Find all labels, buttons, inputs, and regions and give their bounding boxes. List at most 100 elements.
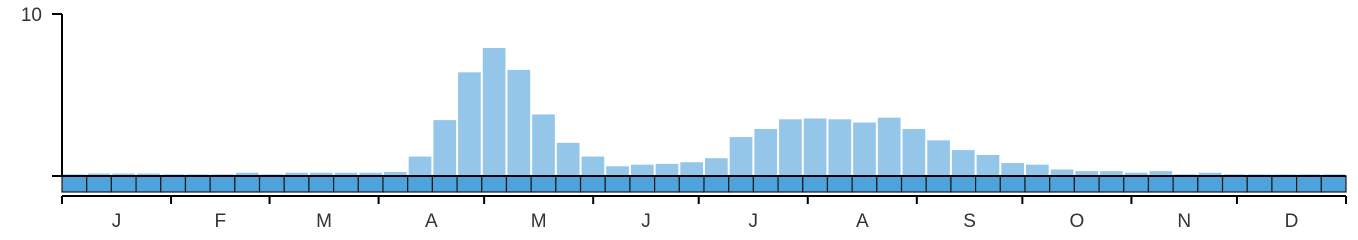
week-cell xyxy=(505,175,532,193)
bar xyxy=(680,162,703,176)
month-label: A xyxy=(856,211,869,232)
month-label: F xyxy=(214,211,226,232)
bar xyxy=(1050,169,1074,176)
week-cell xyxy=(802,175,829,193)
bar xyxy=(902,129,926,176)
week-cell xyxy=(283,175,310,193)
week-cell xyxy=(752,175,779,193)
week-cell xyxy=(728,175,754,193)
week-cell xyxy=(431,175,458,193)
month-label: N xyxy=(1177,211,1191,232)
bar xyxy=(556,142,580,176)
week-cell xyxy=(1024,175,1051,193)
bar xyxy=(779,119,802,176)
week-cell xyxy=(234,175,261,193)
week-cell xyxy=(456,175,483,193)
week-cell xyxy=(1197,175,1224,193)
bar xyxy=(87,173,111,176)
bar xyxy=(458,72,481,176)
bar xyxy=(285,172,308,176)
month-label: S xyxy=(963,211,976,232)
bar xyxy=(877,117,901,176)
bar xyxy=(803,118,827,176)
bar xyxy=(1075,171,1099,176)
bar xyxy=(853,122,876,176)
bar xyxy=(384,171,407,176)
week-cell xyxy=(1147,175,1174,193)
week-cell xyxy=(900,175,927,193)
month-label: J xyxy=(112,211,122,232)
month-label: M xyxy=(531,211,547,232)
week-cell xyxy=(110,175,137,193)
month-label: M xyxy=(316,211,332,232)
bar xyxy=(828,119,852,176)
bar xyxy=(754,129,778,176)
bar xyxy=(606,166,629,176)
y-tick-label: 10 xyxy=(21,5,42,26)
bar xyxy=(927,140,950,176)
week-cell xyxy=(407,175,433,193)
bar xyxy=(1124,172,1148,176)
bar xyxy=(112,173,136,176)
week-cell xyxy=(1221,175,1248,193)
bar xyxy=(951,150,975,176)
bar xyxy=(655,163,679,176)
week-cell xyxy=(950,175,977,193)
bar xyxy=(1198,172,1222,176)
bar xyxy=(1001,163,1024,176)
week-cell xyxy=(530,175,557,193)
week-cell xyxy=(654,175,680,193)
month-label: O xyxy=(1069,211,1084,232)
week-cell xyxy=(1073,175,1100,193)
month-label: A xyxy=(425,211,438,232)
week-cell xyxy=(579,175,606,193)
bar xyxy=(235,172,259,176)
week-cell xyxy=(826,175,853,193)
week-cell xyxy=(678,175,705,193)
week-cell xyxy=(629,175,656,193)
bar xyxy=(433,120,457,176)
bar xyxy=(334,172,358,176)
week-cell xyxy=(555,175,582,193)
month-label: J xyxy=(748,211,758,232)
week-cell xyxy=(1271,175,1298,193)
bar xyxy=(705,158,728,176)
week-cell xyxy=(258,175,285,193)
week-cell xyxy=(160,175,187,193)
week-cell xyxy=(308,175,335,193)
week-cell xyxy=(1098,175,1125,193)
week-cell xyxy=(1123,175,1150,193)
week-cell xyxy=(1049,175,1075,193)
bar xyxy=(309,172,333,176)
week-cell xyxy=(703,175,730,193)
bar xyxy=(630,164,654,176)
week-cell xyxy=(184,175,211,193)
bar xyxy=(408,156,432,176)
bar xyxy=(507,69,531,176)
month-label: D xyxy=(1285,211,1299,232)
bar xyxy=(359,172,382,176)
bar xyxy=(729,137,753,176)
week-cell xyxy=(86,175,112,193)
week-cell xyxy=(1320,175,1347,193)
week-cell xyxy=(975,175,1001,193)
week-cell xyxy=(999,175,1026,193)
week-cell xyxy=(1296,175,1322,193)
week-cell xyxy=(333,175,359,193)
bar xyxy=(581,156,605,176)
week-cell xyxy=(925,175,952,193)
week-cell xyxy=(481,175,508,193)
bar xyxy=(976,154,1000,176)
week-cell xyxy=(876,175,903,193)
week-cell xyxy=(382,175,409,193)
week-cell xyxy=(135,175,162,193)
bar xyxy=(532,114,555,176)
week-cell xyxy=(61,175,88,193)
week-cell xyxy=(357,175,384,193)
week-cell xyxy=(209,175,236,193)
bar xyxy=(1026,164,1049,176)
bar xyxy=(482,48,506,176)
week-cell xyxy=(777,175,804,193)
week-cell xyxy=(1172,175,1199,193)
